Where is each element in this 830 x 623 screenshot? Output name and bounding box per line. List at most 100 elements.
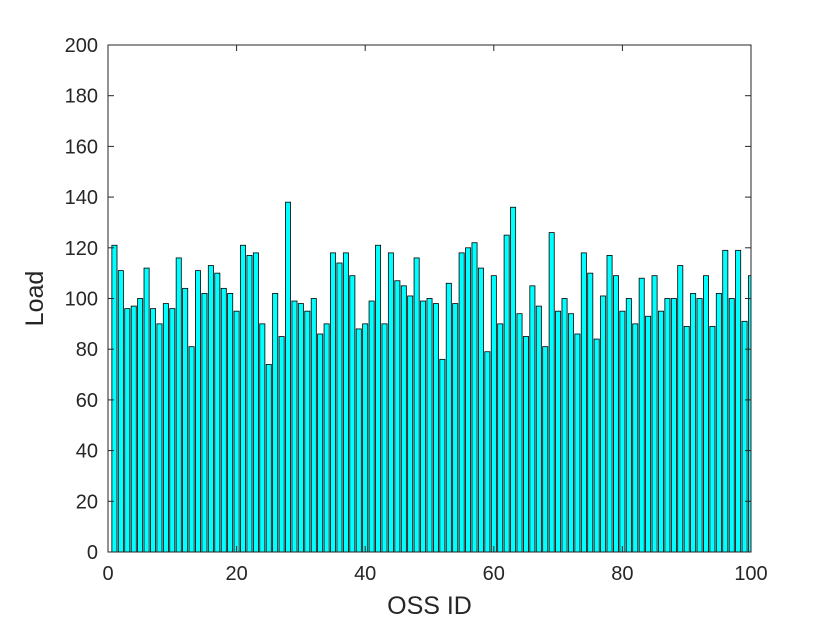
bar (516, 313, 523, 553)
bar (175, 257, 182, 553)
y-axis-ticks: 0 20 40 60 80 100 120 140 160 180 200 (65, 35, 751, 564)
bar (484, 351, 491, 553)
bar (709, 325, 716, 553)
y-tick-label: 60 (76, 390, 98, 412)
bar (111, 244, 118, 553)
x-axis-ticks: 0 20 40 60 80 100 (102, 45, 768, 585)
bar (477, 267, 484, 553)
y-tick-label: 80 (76, 339, 98, 361)
bar (336, 262, 343, 553)
bar (162, 303, 169, 553)
bar (394, 280, 401, 553)
bar (317, 333, 324, 553)
bar (330, 252, 337, 553)
bar (117, 270, 124, 553)
bar (214, 272, 221, 553)
bar (169, 308, 176, 553)
bar (150, 308, 156, 553)
bar (342, 252, 349, 553)
bar (471, 242, 478, 553)
bar (207, 265, 214, 553)
bar (690, 293, 697, 553)
bar (632, 323, 639, 553)
bar (195, 270, 201, 553)
bar (201, 293, 208, 553)
bar (252, 252, 259, 553)
bar (400, 285, 407, 553)
y-tick-label: 100 (65, 289, 98, 311)
bar (413, 257, 420, 553)
y-tick-label: 40 (76, 441, 98, 463)
bar (246, 255, 253, 553)
y-tick-label: 20 (76, 491, 98, 513)
bar (407, 295, 414, 553)
bar (297, 303, 304, 553)
bar (156, 323, 163, 553)
bar (522, 336, 529, 553)
y-tick-label: 200 (65, 35, 98, 57)
bar (375, 244, 382, 553)
bar (143, 267, 150, 553)
x-tick-label: 20 (225, 563, 247, 585)
bar (567, 313, 574, 553)
bar (452, 303, 459, 553)
bar (535, 305, 542, 553)
bar (574, 333, 581, 553)
bar (683, 325, 690, 553)
bar (741, 320, 748, 553)
y-tick-label: 180 (65, 86, 98, 108)
bar (124, 308, 131, 553)
bar (658, 310, 664, 553)
bar (265, 364, 272, 553)
bar (715, 293, 722, 553)
bar (355, 328, 362, 553)
bar (497, 323, 504, 553)
bar (426, 298, 433, 553)
bar (182, 287, 189, 553)
bar (465, 247, 472, 553)
bar (722, 249, 729, 553)
bar (240, 244, 247, 553)
y-tick-label: 120 (65, 238, 98, 260)
bar (220, 287, 227, 553)
x-tick-label: 60 (483, 563, 505, 585)
x-tick-label: 0 (102, 563, 113, 585)
bar (445, 282, 452, 553)
bar (285, 201, 292, 553)
bar (606, 255, 613, 553)
bar (600, 295, 607, 553)
bar (387, 252, 394, 553)
bar (619, 310, 626, 553)
bar (272, 293, 279, 553)
bar (580, 252, 587, 553)
bar (696, 298, 703, 553)
bar (381, 323, 388, 553)
bar (638, 277, 645, 553)
bar (664, 298, 671, 553)
bar (703, 275, 709, 553)
bar (291, 300, 298, 553)
bar (510, 206, 517, 553)
bar (735, 249, 742, 553)
bar (368, 300, 375, 553)
bar (188, 346, 195, 553)
bar (542, 346, 549, 553)
bar (432, 303, 439, 553)
x-axis-label: OSS ID (387, 592, 472, 620)
x-tick-label: 80 (611, 563, 633, 585)
x-tick-label: 40 (354, 563, 376, 585)
bar (651, 275, 658, 553)
bar (278, 336, 285, 553)
bar (529, 285, 536, 553)
bar (233, 310, 240, 553)
bar (458, 252, 465, 553)
bar (593, 338, 600, 553)
bar (310, 298, 317, 553)
y-tick-label: 160 (65, 136, 98, 158)
bar (561, 298, 568, 553)
y-tick-label: 140 (65, 187, 98, 209)
bar (625, 298, 632, 553)
bar (323, 323, 330, 553)
bar (612, 275, 619, 553)
